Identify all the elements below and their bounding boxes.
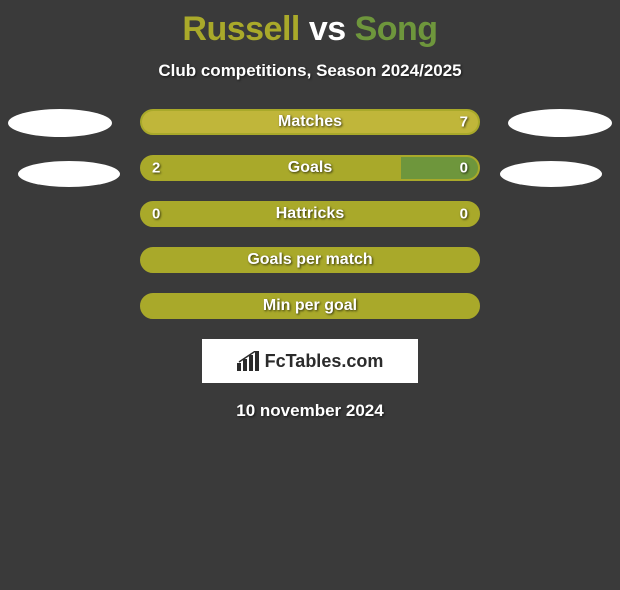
- bar-value-right: 0: [460, 206, 468, 223]
- bars-icon: [237, 351, 261, 371]
- title-player-right: Song: [355, 10, 438, 48]
- bar-label: Hattricks: [142, 205, 478, 223]
- bar-value-left: 0: [152, 206, 160, 223]
- stat-row-hattricks: Hattricks0 0: [140, 201, 480, 227]
- bar-label: Goals per match: [142, 251, 478, 269]
- stat-row-goals: Goals20: [140, 155, 480, 181]
- avatar-right-2: [500, 161, 602, 187]
- bar-label: Min per goal: [142, 297, 478, 315]
- bar-right-fill: [401, 157, 478, 179]
- stat-row-goals-per-match: Goals per match: [140, 247, 480, 273]
- bar-left-fill: [142, 157, 401, 179]
- stat-row-matches: Matches7: [140, 109, 480, 135]
- title-player-left: Russell: [182, 10, 299, 48]
- bar-right-fill: [142, 111, 478, 133]
- avatar-left-1: [8, 109, 112, 137]
- page-title: Russell vs Song: [0, 10, 620, 49]
- avatar-left-2: [18, 161, 120, 187]
- comparison-stage: Matches7 Goals20 Hattricks0 0 Goals per matc…: [0, 109, 620, 421]
- title-vs: vs: [309, 10, 346, 48]
- site-logo: FcTables.com: [237, 351, 384, 372]
- stat-row-min-per-goal: Min per goal: [140, 293, 480, 319]
- subtitle: Club competitions, Season 2024/2025: [0, 61, 620, 81]
- logo-box: FcTables.com: [202, 339, 418, 383]
- stat-bars: Matches7 Goals20 Hattricks0 0 Goals per matc…: [140, 109, 480, 319]
- snapshot-date: 10 november 2024: [0, 401, 620, 421]
- avatar-right-1: [508, 109, 612, 137]
- logo-text: FcTables.com: [265, 351, 384, 372]
